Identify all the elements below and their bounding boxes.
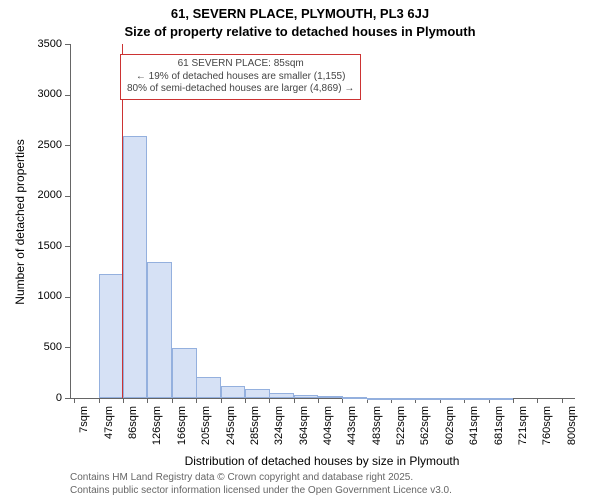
xtick-mark (74, 398, 75, 403)
footer-attribution: Contains HM Land Registry data © Crown c… (70, 472, 452, 497)
xtick-mark (196, 398, 197, 403)
histogram-bar (342, 397, 367, 399)
histogram-bar (294, 395, 319, 398)
chart-title-line1: 61, SEVERN PLACE, PLYMOUTH, PL3 6JJ (0, 6, 600, 21)
chart-container: 61, SEVERN PLACE, PLYMOUTH, PL3 6JJ Size… (0, 0, 600, 500)
xtick-mark (123, 398, 124, 403)
ytick-label: 500 (22, 341, 62, 353)
x-axis-label: Distribution of detached houses by size … (70, 454, 574, 468)
ytick-mark (65, 246, 70, 247)
xtick-label: 245sqm (225, 406, 237, 456)
ytick-label: 1500 (22, 240, 62, 252)
xtick-label: 522sqm (395, 406, 407, 456)
annotation-line: ← 19% of detached houses are smaller (1,… (127, 71, 354, 84)
histogram-bar (172, 348, 197, 398)
ytick-label: 0 (22, 392, 62, 404)
xtick-label: 443sqm (346, 406, 358, 456)
xtick-mark (269, 398, 270, 403)
histogram-bar (489, 398, 514, 400)
xtick-label: 86sqm (127, 406, 139, 456)
xtick-label: 760sqm (541, 406, 553, 456)
ytick-mark (65, 44, 70, 45)
xtick-label: 404sqm (322, 406, 334, 456)
annotation-line: 61 SEVERN PLACE: 85sqm (127, 58, 354, 71)
xtick-mark (99, 398, 100, 403)
histogram-bar (367, 398, 392, 400)
ytick-mark (65, 145, 70, 146)
xtick-label: 562sqm (419, 406, 431, 456)
ytick-label: 2500 (22, 139, 62, 151)
xtick-label: 47sqm (103, 406, 115, 456)
xtick-label: 800sqm (566, 406, 578, 456)
xtick-label: 364sqm (298, 406, 310, 456)
xtick-label: 602sqm (444, 406, 456, 456)
histogram-bar (245, 389, 270, 398)
xtick-label: 126sqm (151, 406, 163, 456)
histogram-bar (318, 396, 343, 398)
histogram-bar (123, 136, 148, 398)
xtick-mark (221, 398, 222, 403)
ytick-mark (65, 297, 70, 298)
ytick-mark (65, 398, 70, 399)
histogram-bar (99, 274, 124, 398)
ytick-mark (65, 196, 70, 197)
xtick-mark (147, 398, 148, 403)
xtick-mark (513, 398, 514, 403)
xtick-mark (294, 398, 295, 403)
histogram-bar (269, 393, 294, 398)
xtick-label: 166sqm (176, 406, 188, 456)
histogram-bar (196, 377, 221, 398)
ytick-label: 2000 (22, 189, 62, 201)
xtick-mark (537, 398, 538, 403)
xtick-label: 7sqm (78, 406, 90, 456)
xtick-mark (562, 398, 563, 403)
xtick-label: 205sqm (200, 406, 212, 456)
xtick-label: 285sqm (249, 406, 261, 456)
annotation-box: 61 SEVERN PLACE: 85sqm← 19% of detached … (120, 54, 361, 100)
ytick-label: 3500 (22, 38, 62, 50)
xtick-label: 681sqm (493, 406, 505, 456)
ytick-label: 1000 (22, 290, 62, 302)
xtick-label: 324sqm (273, 406, 285, 456)
chart-title-line2: Size of property relative to detached ho… (0, 24, 600, 39)
ytick-label: 3000 (22, 88, 62, 100)
ytick-mark (65, 95, 70, 96)
annotation-line: 80% of semi-detached houses are larger (… (127, 83, 354, 96)
xtick-label: 641sqm (468, 406, 480, 456)
footer-line2: Contains public sector information licen… (70, 485, 452, 498)
xtick-mark (245, 398, 246, 403)
ytick-mark (65, 347, 70, 348)
footer-line1: Contains HM Land Registry data © Crown c… (70, 472, 452, 485)
histogram-bar (147, 262, 172, 398)
xtick-mark (172, 398, 173, 403)
histogram-bar (415, 398, 440, 400)
histogram-bar (391, 398, 416, 400)
histogram-bar (221, 386, 246, 398)
xtick-label: 483sqm (371, 406, 383, 456)
xtick-label: 721sqm (517, 406, 529, 456)
histogram-bar (464, 398, 489, 400)
histogram-bar (440, 398, 465, 400)
xtick-mark (318, 398, 319, 403)
